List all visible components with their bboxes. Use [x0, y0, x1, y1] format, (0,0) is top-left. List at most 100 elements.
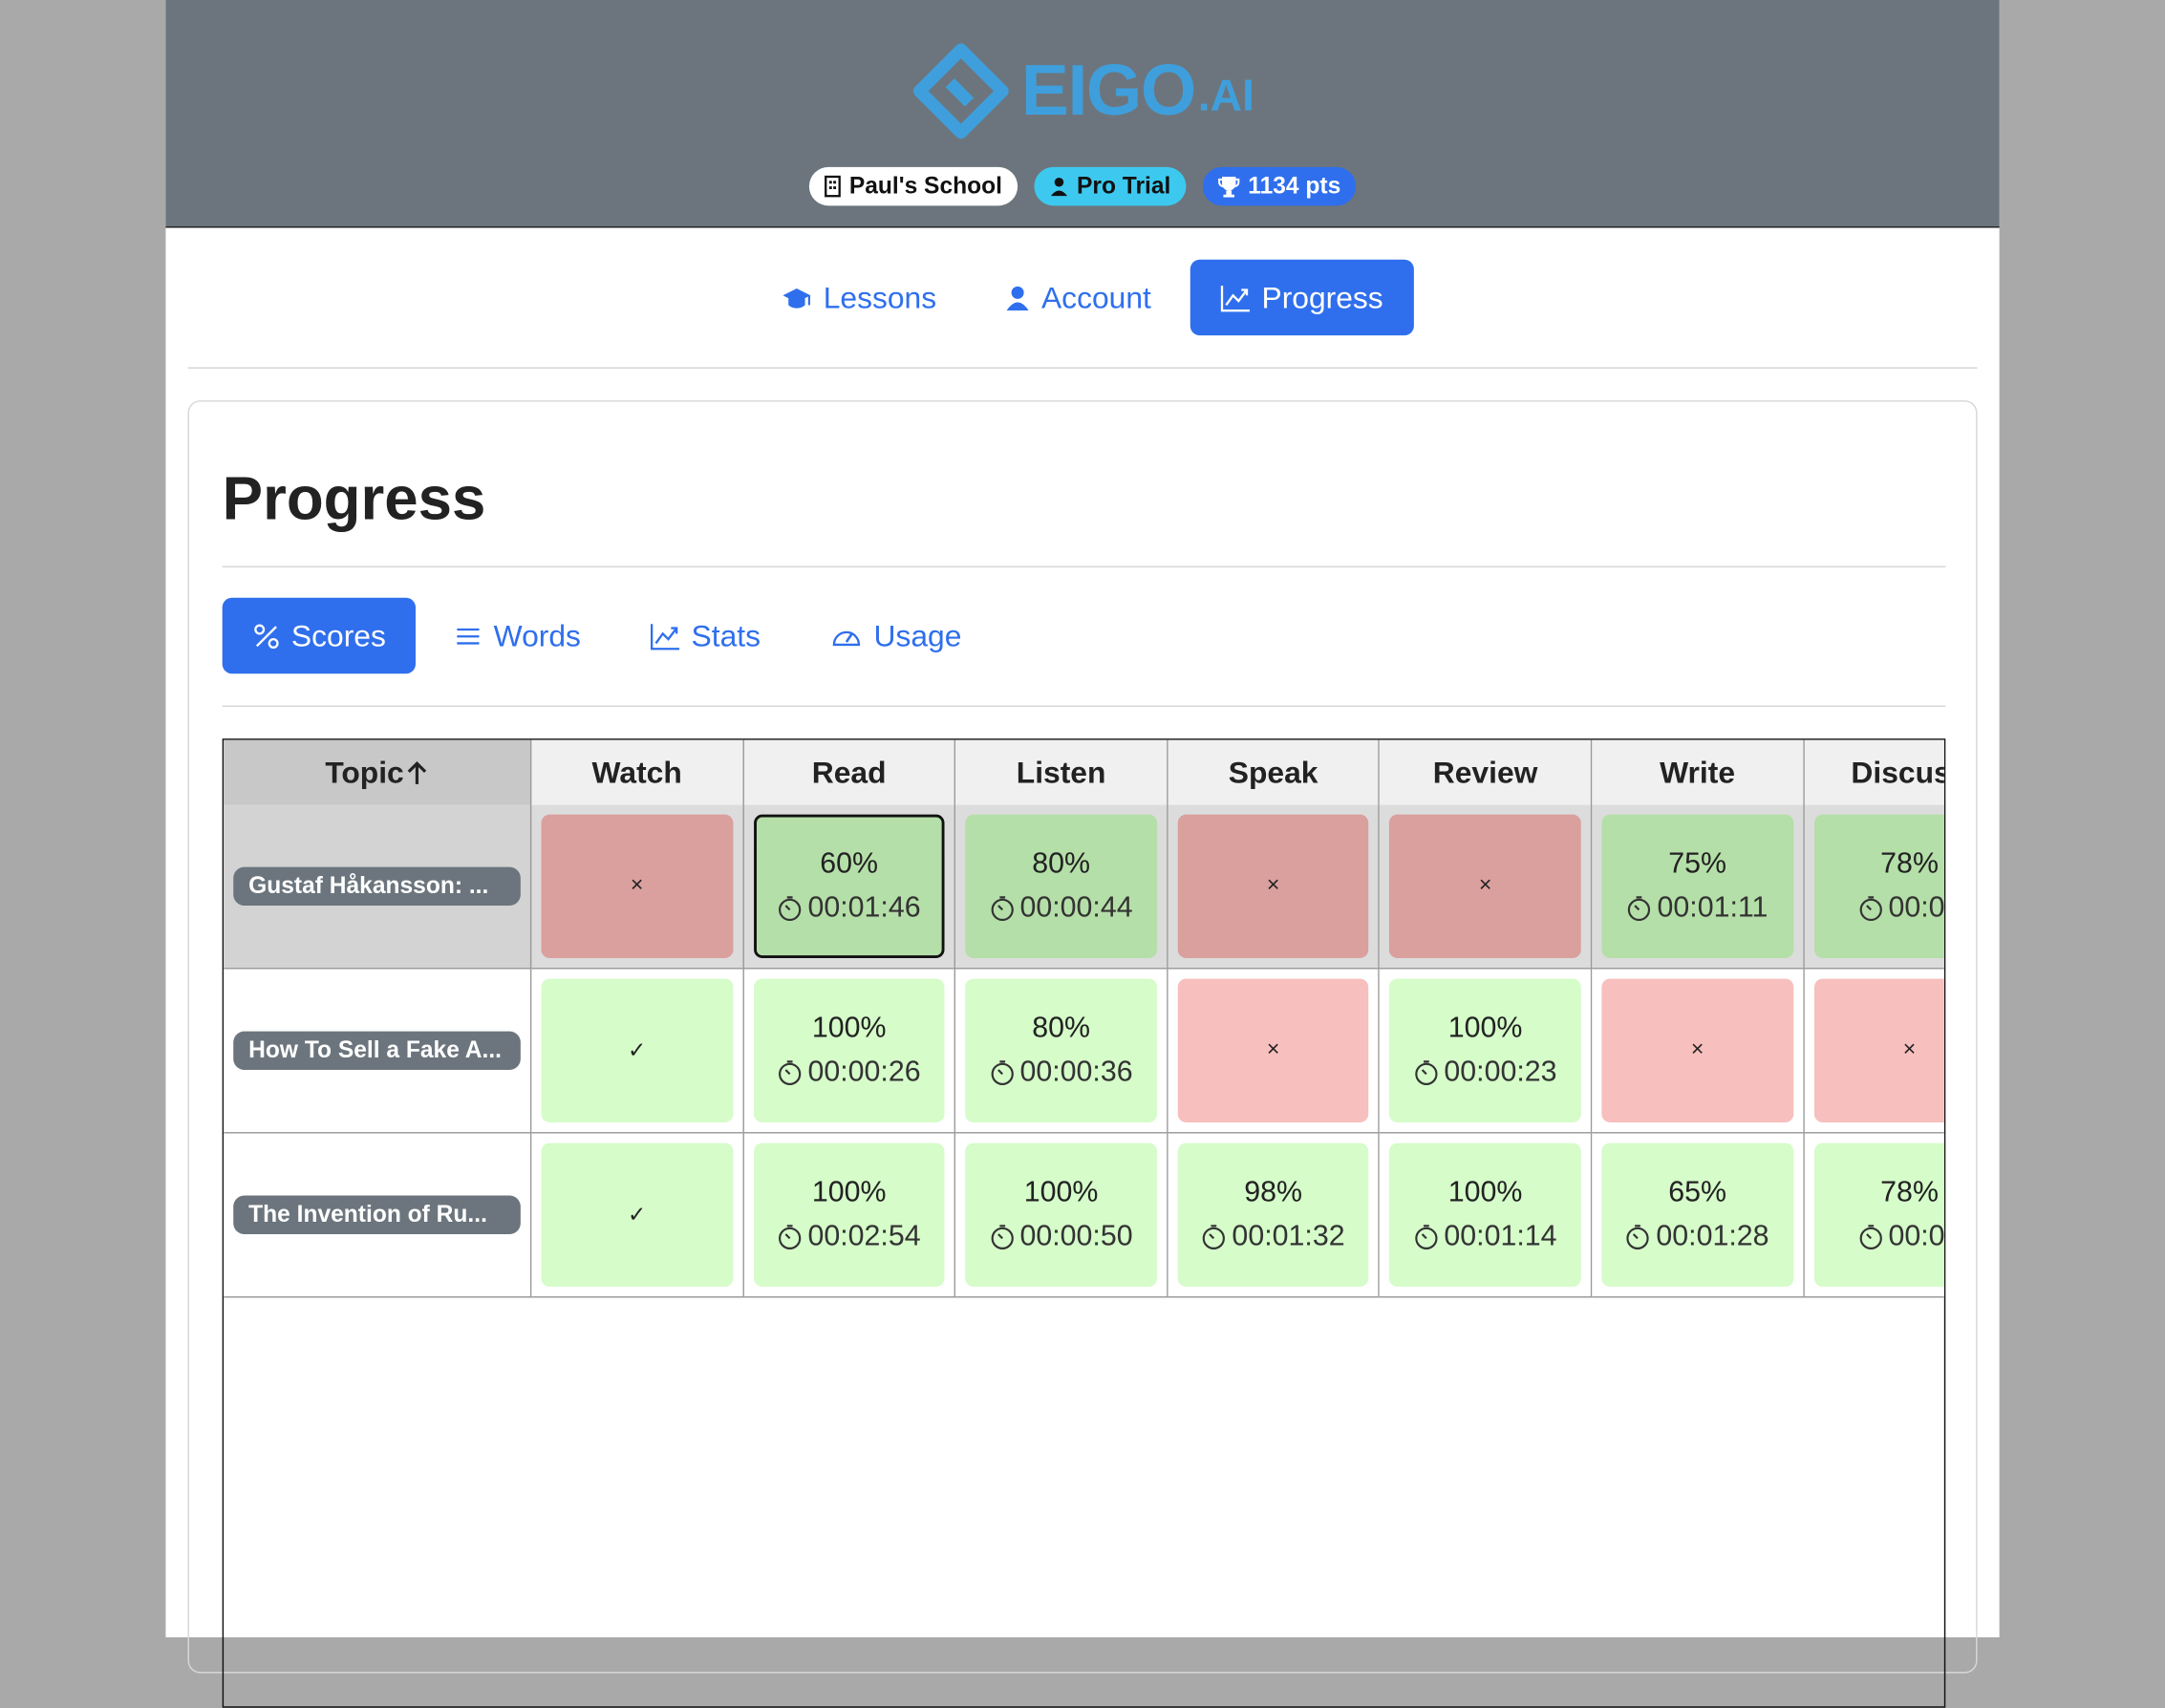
score-box[interactable]: 75% 00:01:11 — [1601, 814, 1793, 958]
topic-badge[interactable]: How To Sell a Fake A... — [233, 1031, 521, 1071]
plan-badge: Pro Trial — [1034, 166, 1187, 206]
nav-item[interactable]: Account — [975, 260, 1182, 335]
nav-item[interactable]: Lessons — [752, 260, 967, 335]
school-badge: Paul's School — [808, 166, 1018, 206]
topic-cell: The Invention of Ru... — [224, 1133, 532, 1298]
icon — [404, 758, 429, 786]
page-title: Progress — [222, 465, 486, 533]
score-cell: 100% 00:00:23 — [1380, 969, 1593, 1134]
tab[interactable]: Usage — [799, 598, 992, 673]
tab-label: Stats — [691, 617, 761, 652]
icon — [1202, 1223, 1227, 1250]
score-cell: ✓ — [531, 969, 744, 1134]
divider — [222, 705, 1946, 707]
score: 75% — [1668, 847, 1726, 880]
time-text: 00:00:44 — [1019, 891, 1133, 924]
header-label: Write — [1660, 754, 1736, 789]
icon — [990, 1223, 1015, 1250]
score-box[interactable]: × — [1813, 978, 1944, 1122]
score-cell: 98% 00:01:32 — [1168, 1133, 1381, 1298]
time: 00:01:11 — [1627, 892, 1768, 926]
score-box[interactable]: × — [1177, 814, 1369, 958]
topic-badge[interactable]: Gustaf Håkansson: ... — [233, 866, 521, 907]
score-box[interactable]: ✓ — [541, 978, 733, 1122]
nav-item[interactable]: Progress — [1190, 259, 1414, 336]
score: 100% — [811, 1176, 887, 1208]
header: EIGO .AI Paul's School Pro Trial 1134 pts — [165, 0, 2000, 228]
nav: Lessons Account Progress — [165, 259, 1999, 336]
scores-table: Topic Watch Read Listen Speak Review Write Disc… — [222, 738, 1946, 1708]
score: 98% — [1244, 1176, 1302, 1208]
score-box[interactable]: 80% 00:00:36 — [965, 978, 1157, 1122]
score: 65% — [1668, 1176, 1726, 1208]
score-box[interactable]: 80% 00:00:44 — [965, 814, 1157, 958]
score-box[interactable]: 100% 00:01:14 — [1389, 1142, 1581, 1287]
header-label: Read — [811, 754, 887, 789]
score-cell: × — [531, 804, 744, 970]
tabs: Scores Words Stats Usage — [222, 597, 993, 674]
score-box[interactable]: × — [1601, 978, 1793, 1122]
score: 78% — [1880, 847, 1939, 880]
nav-label: Account — [1040, 279, 1151, 314]
tab[interactable]: Scores — [222, 597, 417, 674]
column-header: Discus — [1804, 739, 1944, 805]
score-cell: 78% 00:07 — [1804, 1133, 1944, 1298]
tab[interactable]: Stats — [619, 598, 790, 673]
score: 80% — [1032, 847, 1090, 880]
score-box[interactable]: × — [1389, 814, 1581, 958]
score: 100% — [811, 1012, 887, 1044]
time-text: 00:02:54 — [807, 1220, 921, 1252]
badges: Paul's School Pro Trial 1134 pts — [165, 166, 1999, 206]
status-mark: ✓ — [627, 1039, 647, 1063]
icon — [829, 622, 863, 650]
score-cell: 100% 00:02:54 — [743, 1133, 956, 1298]
logo-name: EIGO — [1020, 51, 1197, 132]
score-cell: × — [1168, 969, 1381, 1134]
score-cell: × — [1380, 804, 1593, 970]
icon — [1050, 177, 1067, 197]
score-cell: 78% 00:01 — [1804, 804, 1944, 970]
score-box[interactable]: 65% 00:01:28 — [1601, 1142, 1793, 1287]
time: 00:00:36 — [990, 1057, 1133, 1090]
status-mark: × — [1478, 873, 1492, 898]
icon — [1220, 284, 1251, 311]
icon — [650, 622, 680, 650]
icon — [990, 894, 1015, 922]
time: 00:00:44 — [990, 892, 1133, 926]
score-box[interactable]: 100% 00:00:26 — [753, 978, 945, 1122]
score-box[interactable]: × — [1177, 978, 1369, 1122]
time-text: 00:01:28 — [1656, 1220, 1769, 1252]
score-cell: ✓ — [531, 1133, 744, 1298]
score-box[interactable]: 100% 00:00:50 — [965, 1142, 1157, 1287]
icon — [252, 622, 280, 650]
status-mark: × — [1902, 1037, 1917, 1062]
score: 100% — [1447, 1176, 1523, 1208]
score-box[interactable]: × — [541, 814, 733, 958]
score-box[interactable]: 100% 00:00:23 — [1389, 978, 1581, 1122]
score-box[interactable]: ✓ — [541, 1142, 733, 1287]
score: 100% — [1023, 1176, 1099, 1208]
score-cell: 100% 00:00:26 — [743, 969, 956, 1134]
score-cell: × — [1592, 969, 1805, 1134]
time: 00:02:54 — [778, 1221, 921, 1254]
score-box[interactable]: 100% 00:02:54 — [753, 1142, 945, 1287]
header-label: Topic — [325, 754, 404, 789]
score-box[interactable]: 78% 00:07 — [1813, 1142, 1944, 1287]
icon — [1217, 176, 1240, 198]
tab[interactable]: Words — [424, 598, 611, 673]
logo-suffix: .AI — [1197, 70, 1254, 120]
icon — [778, 894, 803, 922]
status-mark: × — [1690, 1037, 1704, 1062]
score-cell: 100% 00:00:50 — [955, 1133, 1168, 1298]
score-box[interactable]: 60% 00:01:46 — [753, 814, 945, 958]
column-header[interactable]: Topic — [224, 739, 532, 805]
topic-badge[interactable]: The Invention of Ru... — [233, 1195, 521, 1235]
divider — [222, 566, 1946, 567]
icon — [1626, 1223, 1651, 1250]
score-box[interactable]: 78% 00:01 — [1813, 814, 1944, 958]
score: 80% — [1032, 1012, 1090, 1044]
status-mark: × — [1266, 873, 1280, 898]
score-cell: 65% 00:01:28 — [1592, 1133, 1805, 1298]
column-header: Speak — [1168, 739, 1381, 805]
score-box[interactable]: 98% 00:01:32 — [1177, 1142, 1369, 1287]
